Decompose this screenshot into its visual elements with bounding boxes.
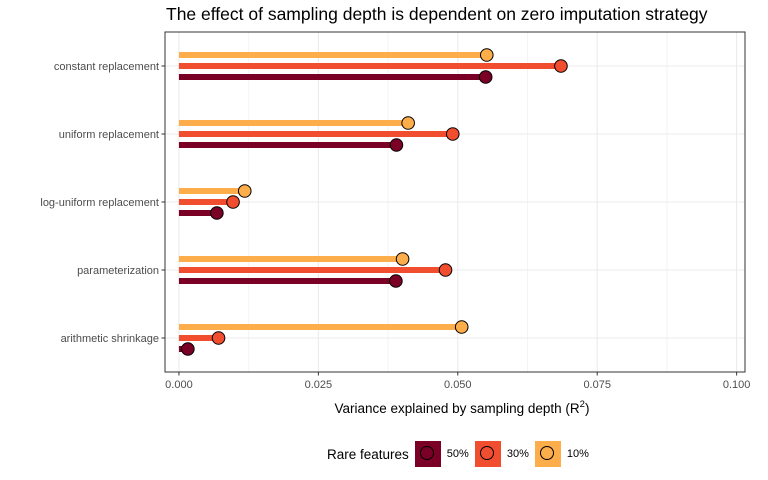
plot-area: constant replacement uniform replacement l…: [40, 31, 750, 416]
lollipop-point: [401, 116, 415, 130]
x-tick-label: 0.075: [583, 379, 611, 391]
lollipop-point: [554, 59, 568, 73]
lollipop-point: [479, 48, 494, 62]
legend-entry: 10%: [534, 441, 589, 467]
lollipop-point: [226, 195, 240, 209]
lollipop-point: [389, 274, 403, 288]
x-tick-label: 0.025: [305, 379, 333, 391]
legend-key-point: [479, 446, 494, 460]
lollipop-point: [445, 127, 460, 141]
legend-label: 50%: [446, 448, 469, 460]
y-tick-label: uniform replacement: [59, 129, 159, 141]
y-axis: constant replacement uniform replacement l…: [40, 61, 165, 345]
x-axis-label: Variance explained by sampling depth (R2…: [335, 399, 590, 416]
y-tick-label: constant replacement: [54, 61, 159, 73]
x-axis-label-text: Variance explained by sampling depth: [335, 401, 562, 416]
legend-entries: 50% 30% 10%: [414, 441, 595, 467]
lollipop-point: [211, 331, 226, 345]
lollipop-point: [237, 184, 252, 198]
legend-label: 10%: [566, 448, 589, 460]
y-tick-label: parameterization: [77, 265, 159, 277]
legend-key-point: [539, 446, 554, 460]
legend-key: [474, 441, 501, 467]
y-tick-label: arithmetic shrinkage: [61, 333, 159, 345]
x-tick-label: 0.000: [165, 379, 193, 391]
chart-title: The effect of sampling depth is dependen…: [166, 4, 708, 24]
legend-key-point: [419, 446, 434, 460]
lollipop-marks: [178, 48, 568, 356]
lollipop-point: [454, 320, 469, 334]
y-tick-label: log-uniform replacement: [40, 197, 159, 209]
x-axis-label-exp: 2: [580, 399, 585, 410]
lollipop-point: [389, 138, 404, 152]
x-axis-label-r: R: [570, 401, 580, 416]
grid-lines: [165, 32, 745, 372]
legend: Rare features 50% 30% 10%: [327, 440, 595, 468]
x-tick-label: 0.050: [444, 379, 472, 391]
x-tick-label: 0.100: [723, 379, 751, 391]
legend-entry: 50%: [414, 441, 469, 467]
lollipop-point: [395, 252, 410, 266]
legend-label: 30%: [506, 448, 529, 460]
legend-key: [414, 441, 441, 467]
lollipop-point: [181, 342, 195, 356]
x-axis: 0.000 0.025 0.050 0.075 0.100: [165, 372, 750, 391]
lollipop-point: [210, 206, 224, 220]
legend-title: Rare features: [327, 446, 409, 462]
lollipop-point: [478, 70, 493, 84]
lollipop-point: [438, 263, 453, 277]
legend-entry: 30%: [474, 441, 529, 467]
legend-key: [534, 441, 561, 467]
